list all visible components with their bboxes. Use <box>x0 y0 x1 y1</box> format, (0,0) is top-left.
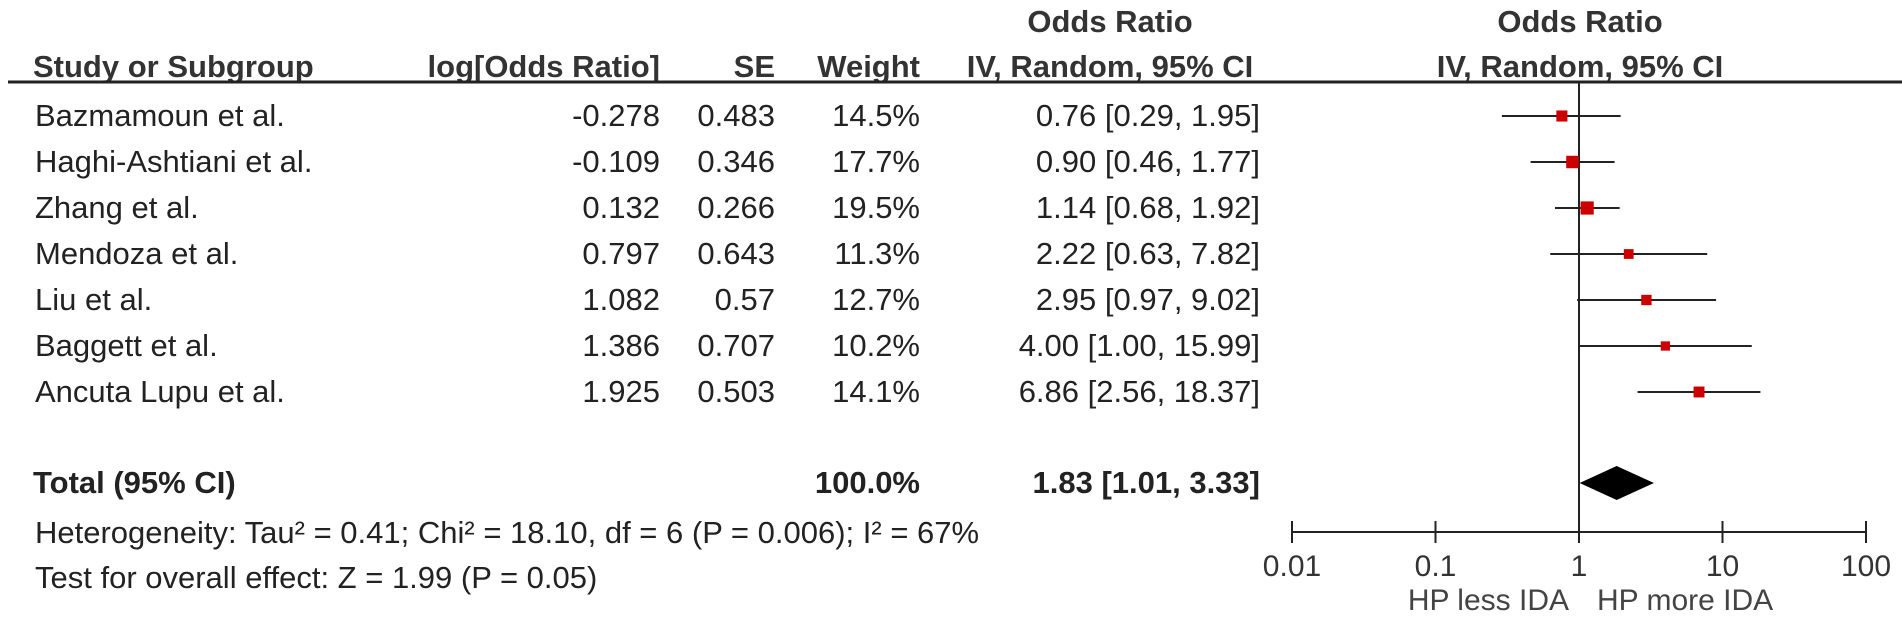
study-marker <box>1623 249 1634 259</box>
x-tick-label: 10 <box>1706 550 1739 583</box>
or-column-title: Odds Ratio <box>1027 4 1193 39</box>
study-name: Ancuta Lupu et al. <box>35 374 285 409</box>
plot-ci-column-header: IV, Random, 95% CI <box>1436 49 1724 84</box>
weight-value: 14.5% <box>832 98 920 133</box>
weight-value: 12.7% <box>832 282 920 317</box>
weight-column-header: Weight <box>817 49 920 84</box>
or-ci-value: 1.14 [0.68, 1.92] <box>1035 190 1260 225</box>
weight-value: 17.7% <box>832 144 920 179</box>
or-ci-value: 6.86 [2.56, 18.37] <box>1018 374 1260 409</box>
se-value: 0.266 <box>697 190 775 225</box>
study-marker <box>1693 386 1705 398</box>
study-marker <box>1641 294 1652 306</box>
logor-value: -0.109 <box>572 144 660 179</box>
x-tick-label: 100 <box>1841 550 1891 583</box>
study-marker <box>1566 155 1579 169</box>
study-name: Zhang et al. <box>35 190 199 225</box>
se-value: 0.483 <box>697 98 775 133</box>
axis-left-label: HP less IDA <box>1408 584 1569 617</box>
study-name: Liu et al. <box>35 282 153 317</box>
logor-value: 1.082 <box>582 282 660 317</box>
se-value: 0.643 <box>697 236 775 271</box>
se-value: 0.503 <box>697 374 775 409</box>
logor-value: 1.925 <box>582 374 660 409</box>
or-ci-value: 0.76 [0.29, 1.95] <box>1035 98 1260 133</box>
or-ci-value: 2.22 [0.63, 7.82] <box>1035 236 1260 271</box>
se-column-header: SE <box>733 49 775 84</box>
weight-value: 14.1% <box>832 374 920 409</box>
weight-value: 11.3% <box>834 236 920 271</box>
logor-value: -0.278 <box>572 98 660 133</box>
heterogeneity-text: Heterogeneity: Tau² = 0.41; Chi² = 18.10… <box>35 515 980 550</box>
logor-column-header: log[Odds Ratio] <box>427 49 660 84</box>
total-or-ci: 1.83 [1.01, 3.33] <box>1032 465 1261 500</box>
overall-effect-text: Test for overall effect: Z = 1.99 (P = 0… <box>35 560 598 595</box>
study-name: Bazmamoun et al. <box>35 98 285 133</box>
logor-value: 1.386 <box>582 328 660 363</box>
weight-value: 19.5% <box>832 190 920 225</box>
se-value: 0.707 <box>697 328 775 363</box>
or-ci-value: 0.90 [0.46, 1.77] <box>1035 144 1260 179</box>
study-column-header: Study or Subgroup <box>33 49 314 84</box>
study-name: Mendoza et al. <box>35 236 239 271</box>
total-label: Total (95% CI) <box>33 465 236 500</box>
se-value: 0.346 <box>697 144 775 179</box>
weight-value: 10.2% <box>832 328 920 363</box>
logor-value: 0.132 <box>582 190 660 225</box>
pooled-diamond <box>1579 466 1654 500</box>
se-value: 0.57 <box>714 282 775 317</box>
study-marker <box>1580 201 1594 215</box>
study-marker <box>1556 110 1568 122</box>
plot-column-title: Odds Ratio <box>1497 4 1663 39</box>
axis-right-label: HP more IDA <box>1597 584 1773 617</box>
x-tick-label: 1 <box>1571 550 1588 583</box>
study-name: Haghi-Ashtiani et al. <box>35 144 313 179</box>
x-tick-label: 0.1 <box>1415 550 1457 583</box>
or-ci-column-header: IV, Random, 95% CI <box>966 49 1254 84</box>
or-ci-value: 4.00 [1.00, 15.99] <box>1018 328 1260 363</box>
study-marker <box>1660 341 1671 351</box>
study-name: Baggett et al. <box>35 328 218 363</box>
or-ci-value: 2.95 [0.97, 9.02] <box>1035 282 1260 317</box>
total-weight: 100.0% <box>814 465 920 500</box>
x-tick-label: 0.01 <box>1263 550 1321 583</box>
logor-value: 0.797 <box>582 236 660 271</box>
